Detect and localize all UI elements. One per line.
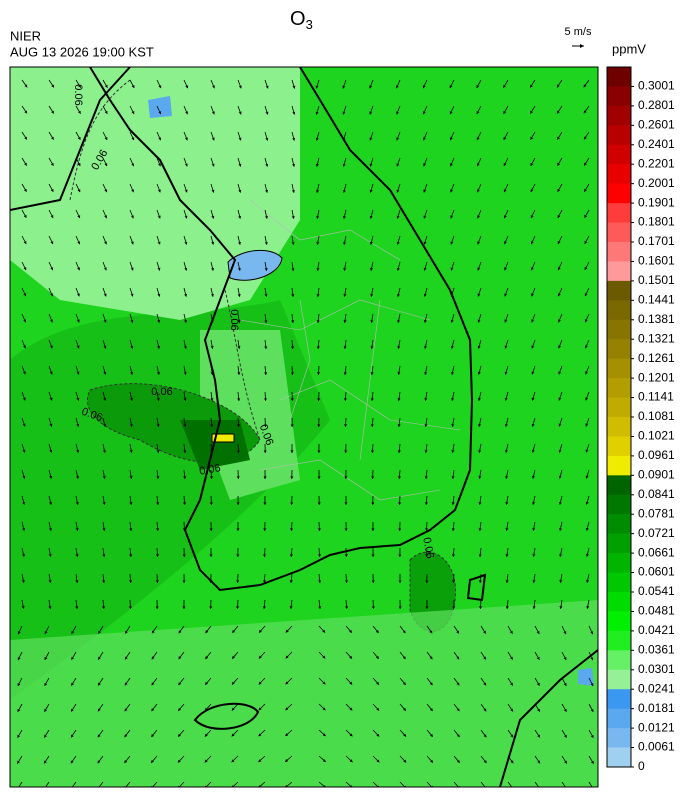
colorbar-segment: [607, 203, 631, 223]
colorbar-segment: [607, 611, 631, 631]
colorbar-segment: [607, 650, 631, 670]
colorbar-label: 0.1501: [638, 273, 675, 287]
colorbar-segment: [607, 184, 631, 204]
colorbar-label: 0.0841: [638, 487, 675, 501]
colorbar-segment: [607, 398, 631, 418]
colorbar: 0.3001 0.2801 0.2601 0.2401 0.2201 0.2001 0.19…: [607, 67, 675, 773]
colorbar-segment: [607, 242, 631, 262]
colorbar-segment: [607, 145, 631, 165]
colorbar-label: 0.1321: [638, 331, 675, 345]
colorbar-segment: [607, 281, 631, 301]
colorbar-segment: [607, 553, 631, 573]
colorbar-label: 0.0901: [638, 468, 675, 482]
colorbar-label: 0.3001: [638, 79, 675, 93]
colorbar-label: 0.0061: [638, 740, 675, 754]
colorbar-segment: [607, 378, 631, 398]
colorbar-label: 0.1381: [638, 312, 675, 326]
colorbar-label: 0.1601: [638, 254, 675, 268]
species-subscript: 3: [306, 17, 313, 32]
colorbar-label: 0.0121: [638, 720, 675, 734]
colorbar-label: 0.0781: [638, 506, 675, 520]
colorbar-label: 0.0721: [638, 526, 675, 540]
contour-label: 0.06: [72, 84, 84, 105]
colorbar-label: 0.0481: [638, 604, 675, 618]
wind-scale-arrow: [572, 44, 584, 48]
colorbar-segment: [607, 514, 631, 534]
contour-label: 0.06: [228, 309, 240, 330]
colorbar-segment: [607, 261, 631, 281]
wind-scale: 5 m/s: [565, 26, 592, 38]
colorbar-segment: [607, 339, 631, 359]
colorbar-label: 0.2801: [638, 98, 675, 112]
unit: ppmV: [612, 41, 646, 56]
colorbar-label: 0.2601: [638, 118, 675, 132]
colorbar-segment: [607, 592, 631, 612]
species: O: [290, 8, 306, 30]
colorbar-label: 0.2001: [638, 176, 675, 190]
colorbar-label: 0.1141: [638, 390, 674, 404]
colorbar-segment: [607, 320, 631, 340]
colorbar-label: 0.0181: [638, 701, 675, 715]
colorbar-segment: [607, 86, 631, 106]
colorbar-label: 0.1901: [638, 195, 675, 209]
colorbar-label: 0.1081: [638, 409, 675, 423]
colorbar-segment: [607, 670, 631, 690]
colorbar-segment: [607, 436, 631, 456]
colorbar-label: 0.1201: [638, 370, 675, 384]
colorbar-label: 0.1021: [638, 429, 675, 443]
colorbar-label: 0.0301: [638, 662, 675, 676]
colorbar-segment: [607, 223, 631, 243]
colorbar-label: 0.1441: [638, 293, 675, 307]
colorbar-label: 0.1701: [638, 234, 675, 248]
map: 0.060.060.060.060.060.060.060.06: [10, 67, 598, 790]
colorbar-label: 0.0361: [638, 643, 675, 657]
colorbar-segment: [607, 475, 631, 495]
colorbar-segment: [607, 67, 631, 87]
colorbar-label: 0.0421: [638, 623, 675, 637]
colorbar-label: 0.0661: [638, 545, 675, 559]
colorbar-label: 0.0241: [638, 681, 675, 695]
colorbar-label: 0.1261: [638, 351, 675, 365]
colorbar-label: 0: [638, 759, 645, 773]
colorbar-segment: [607, 125, 631, 145]
colorbar-segment: [607, 164, 631, 184]
colorbar-segment: [607, 106, 631, 126]
colorbar-segment: [607, 534, 631, 554]
colorbar-segment: [607, 709, 631, 729]
colorbar-segment: [607, 417, 631, 437]
colorbar-segment: [607, 456, 631, 476]
colorbar-label: 0.1801: [638, 215, 675, 229]
species-title: O3: [290, 8, 313, 32]
colorbar-segment: [607, 359, 631, 379]
datetime: AUG 13 2026 19:00 KST: [10, 44, 154, 59]
colorbar-label: 0.2201: [638, 156, 675, 170]
colorbar-segment: [607, 573, 631, 593]
colorbar-label: 0.2401: [638, 137, 675, 151]
colorbar-label: 0.0541: [638, 584, 675, 598]
agency: NIER: [10, 28, 41, 43]
colorbar-label: 0.0601: [638, 565, 675, 579]
colorbar-segment: [607, 748, 631, 768]
colorbar-segment: [607, 631, 631, 651]
colorbar-segment: [607, 689, 631, 709]
colorbar-segment: [607, 495, 631, 515]
contour-label: 0.06: [151, 386, 172, 398]
colorbar-segment: [607, 728, 631, 748]
colorbar-segment: [607, 300, 631, 320]
colorbar-label: 0.0961: [638, 448, 675, 462]
